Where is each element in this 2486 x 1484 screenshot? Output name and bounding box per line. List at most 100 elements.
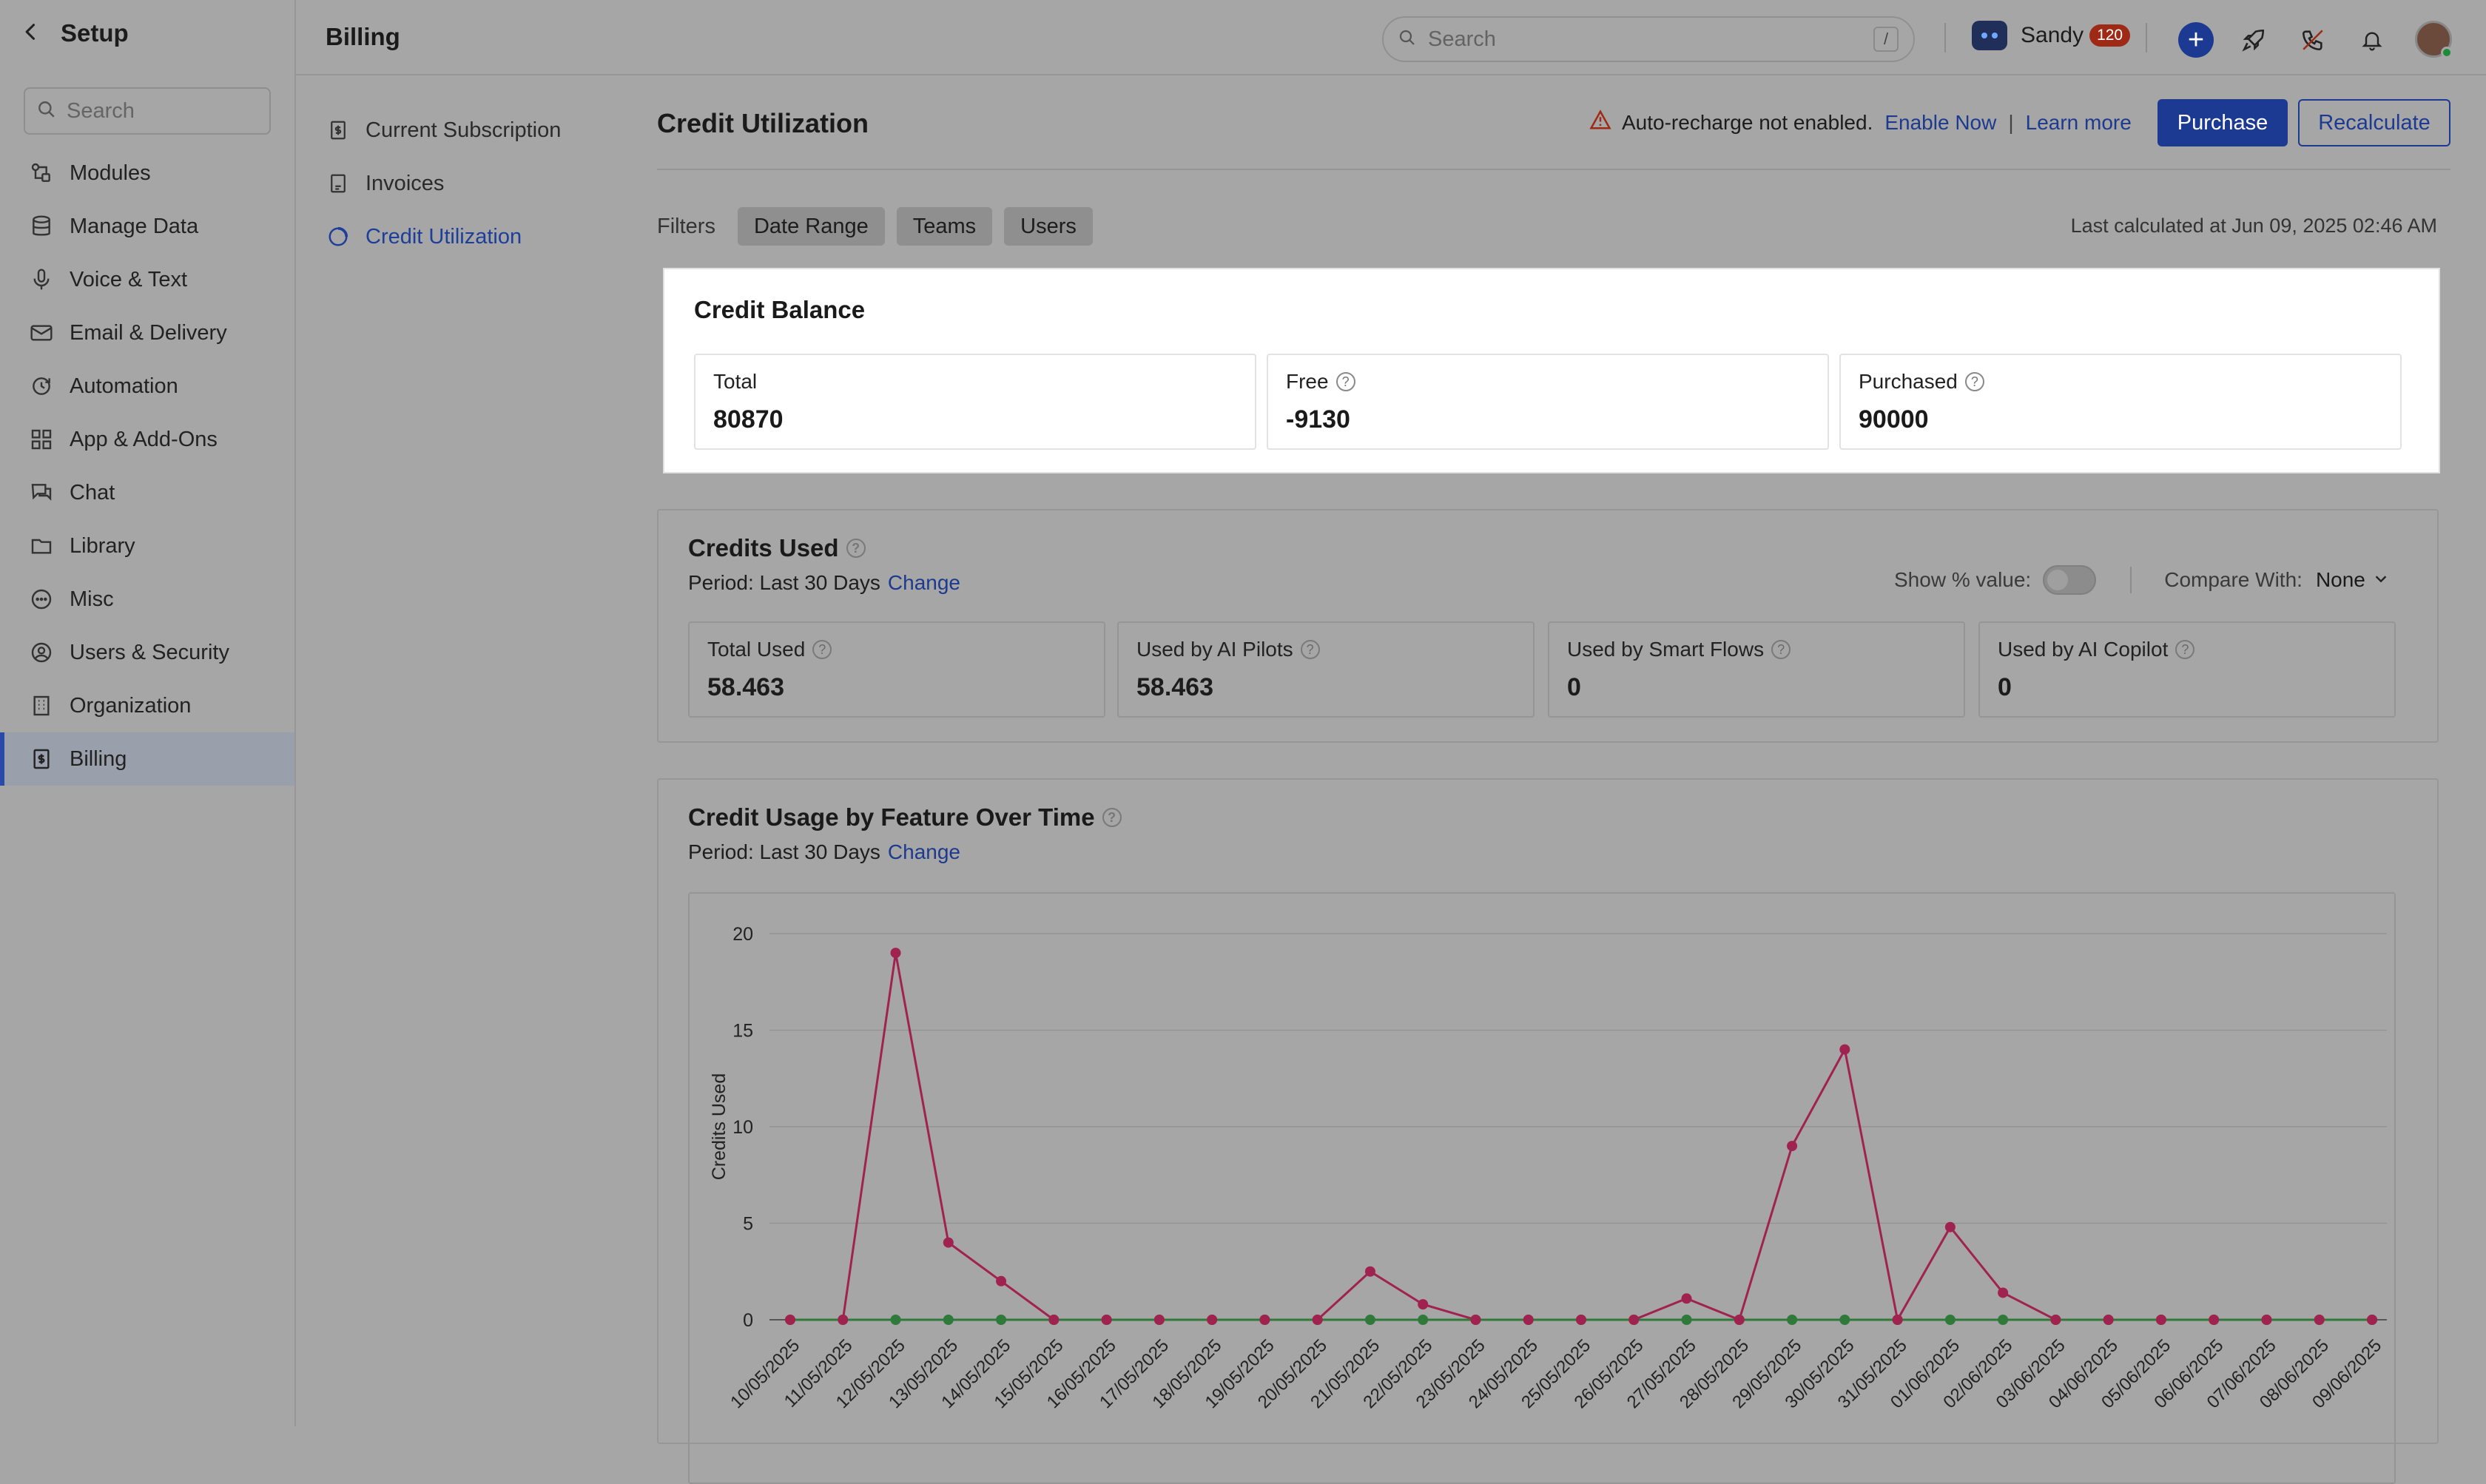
sidebar-item-modules[interactable]: Modules	[0, 146, 294, 200]
global-search-input[interactable]: Search /	[1382, 16, 1915, 62]
filter-users[interactable]: Users	[1004, 207, 1093, 246]
filters-bar: Filters Date Range Teams Users	[657, 207, 1105, 246]
data-point	[1312, 1315, 1323, 1325]
folder-icon	[28, 533, 55, 559]
help-icon[interactable]: ?	[1300, 640, 1320, 659]
sidebar-item-label: Library	[70, 533, 135, 558]
sidebar-item-email-delivery[interactable]: Email & Delivery	[0, 306, 294, 360]
stat-value: 80870	[713, 405, 784, 434]
change-period-link[interactable]: Change	[887, 571, 961, 594]
credit-balance-card: Credit Balance Total 80870 Free? -9130 P…	[663, 268, 2440, 473]
data-point	[996, 1275, 1007, 1286]
sidebar-search-input[interactable]: Search	[24, 87, 271, 135]
billing-nav: Current Subscription Invoices Credit Uti…	[296, 104, 607, 263]
phone-off-icon[interactable]	[2297, 24, 2329, 56]
filters-label: Filters	[657, 214, 715, 238]
y-tick-label: 15	[732, 1021, 753, 1042]
add-icon[interactable]: +	[2178, 22, 2214, 58]
data-point	[1523, 1315, 1534, 1325]
filter-teams[interactable]: Teams	[896, 207, 993, 246]
help-icon[interactable]: ?	[1771, 640, 1791, 659]
divider	[1944, 23, 1946, 53]
recalculate-button[interactable]: Recalculate	[2298, 99, 2450, 146]
billing-nav-current-subscription[interactable]: Current Subscription	[296, 104, 607, 157]
credit-usage-chart-card: Credit Usage by Feature Over Time ? Peri…	[657, 778, 2439, 1484]
show-percent-toggle[interactable]	[2043, 565, 2097, 595]
billing-nav-invoices[interactable]: Invoices	[296, 157, 607, 210]
data-point	[2155, 1315, 2166, 1325]
purchase-button[interactable]: Purchase	[2157, 99, 2288, 146]
automation-icon	[28, 373, 55, 399]
divider	[2130, 567, 2132, 593]
avatar[interactable]	[2415, 21, 2453, 58]
data-point	[785, 1315, 795, 1325]
help-icon[interactable]: ?	[1964, 372, 1984, 391]
data-point	[1470, 1315, 1481, 1325]
sidebar-item-manage-data[interactable]: Manage Data	[0, 200, 294, 253]
global-search-placeholder: Search	[1428, 27, 1496, 51]
billing-nav-credit-utilization[interactable]: Credit Utilization	[296, 210, 607, 263]
search-shortcut-key: /	[1873, 27, 1899, 52]
more-circle-icon	[28, 586, 55, 613]
setup-sidebar: Setup Search Modules Manage Data Voice &…	[0, 0, 296, 1426]
chevron-down-icon[interactable]	[2373, 568, 2389, 592]
search-icon	[1398, 29, 1416, 50]
sidebar-item-apps[interactable]: App & Add-Ons	[0, 413, 294, 466]
sidebar-item-label: Modules	[70, 161, 151, 185]
sidebar-item-label: Email & Delivery	[70, 320, 227, 345]
credits-used-controls: Show % value: Compare With: None	[1894, 565, 2389, 595]
period-label: Period: Last 30 Days	[688, 840, 880, 863]
credits-used-card: Credits Used ? Period: Last 30 Days Chang…	[657, 509, 2439, 743]
back-arrow-icon[interactable]	[21, 21, 41, 46]
sidebar-item-automation[interactable]: Automation	[0, 360, 294, 413]
setup-title: Setup	[61, 19, 129, 47]
last-calculated-text: Last calculated at Jun 09, 2025 02:46 AM	[2070, 215, 2437, 237]
enable-now-link[interactable]: Enable Now	[1884, 110, 1997, 134]
data-point	[1998, 1315, 2009, 1325]
y-axis-label: Credits Used	[709, 1073, 730, 1181]
user-circle-icon	[28, 639, 55, 666]
data-point	[2261, 1315, 2272, 1325]
data-point	[838, 1315, 849, 1325]
show-percent-label: Show % value:	[1894, 568, 2032, 591]
stat-free: Free? -9130	[1267, 354, 1829, 450]
auto-recharge-alert: Auto-recharge not enabled. Enable Now | …	[1589, 109, 2132, 135]
user-name: Sandy	[2021, 23, 2084, 47]
stat-total-used: Total Used? 58.463	[688, 621, 1105, 718]
filter-date-range[interactable]: Date Range	[737, 207, 885, 246]
help-icon[interactable]: ?	[812, 640, 832, 659]
sidebar-item-label: Users & Security	[70, 640, 229, 664]
data-point	[1998, 1287, 2009, 1298]
sidebar-item-billing[interactable]: Billing	[0, 732, 294, 786]
stat-label: Used by Smart Flows	[1567, 638, 1765, 661]
change-period-link[interactable]: Change	[887, 840, 961, 863]
sidebar-item-voice-text[interactable]: Voice & Text	[0, 253, 294, 306]
data-point	[890, 948, 901, 959]
learn-more-link[interactable]: Learn more	[2025, 110, 2132, 134]
rocket-icon[interactable]	[2237, 24, 2270, 56]
top-bar: Billing Search / Sandy 120 +	[296, 0, 2486, 75]
series-line	[790, 952, 2372, 1323]
sidebar-item-organization[interactable]: Organization	[0, 679, 294, 732]
help-icon[interactable]: ?	[1335, 372, 1355, 391]
sidebar-item-chat[interactable]: Chat	[0, 466, 294, 519]
sidebar-item-users-security[interactable]: Users & Security	[0, 626, 294, 679]
sidebar-item-misc[interactable]: Misc	[0, 573, 294, 626]
help-icon[interactable]: ?	[846, 539, 866, 558]
bell-icon[interactable]	[2356, 24, 2388, 56]
sidebar-item-label: Voice & Text	[70, 267, 188, 291]
y-tick-label: 5	[743, 1214, 753, 1235]
data-point	[2367, 1315, 2377, 1325]
compare-with-select[interactable]: None	[2315, 568, 2365, 591]
link-separator: |	[2008, 110, 2014, 134]
user-chip[interactable]: Sandy 120	[1972, 21, 2131, 50]
apps-grid-icon	[28, 426, 55, 453]
sidebar-item-label: Manage Data	[70, 214, 199, 238]
microphone-icon	[28, 266, 55, 293]
help-icon[interactable]: ?	[1102, 808, 1122, 827]
data-point	[1839, 1315, 1850, 1325]
sidebar-item-label: App & Add-Ons	[70, 427, 218, 451]
sidebar-item-library[interactable]: Library	[0, 519, 294, 573]
help-icon[interactable]: ?	[2175, 640, 2195, 659]
stat-used-by-smart-flows: Used by Smart Flows? 0	[1548, 621, 1965, 718]
